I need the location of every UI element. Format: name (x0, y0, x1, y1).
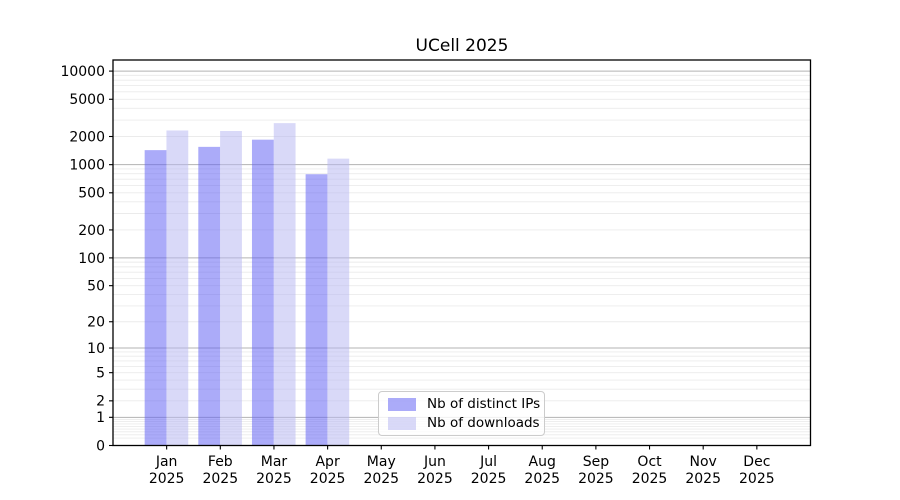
bar-distinct-ips-feb (198, 146, 221, 446)
y-tick-label: 5 (96, 366, 105, 382)
y-tick-label: 100 (78, 251, 105, 267)
x-tick-label-year: 2025 (202, 471, 238, 487)
y-tick-label: 10 (87, 341, 105, 357)
legend-item-downloads: Nb of downloads (388, 416, 540, 430)
y-tick-label: 1 (96, 410, 105, 426)
y-tick-label: 200 (78, 223, 105, 239)
x-tick-label-year: 2025 (417, 471, 453, 487)
x-tick-label-month: May (367, 454, 396, 470)
x-tick-label-month: Jul (479, 454, 497, 470)
legend: Nb of distinct IPs Nb of downloads (378, 391, 545, 436)
bar-downloads-mar (273, 123, 296, 446)
x-tick-label-year: 2025 (363, 471, 399, 487)
x-tick-label-month: Jan (155, 454, 178, 470)
x-tick-label-month: Oct (637, 454, 662, 470)
legend-label-distinct-ips: Nb of distinct IPs (427, 396, 541, 412)
x-tick-label-month: Aug (529, 454, 556, 470)
y-tick-label: 0 (96, 438, 105, 454)
x-tick-label-month: Feb (208, 454, 233, 470)
bar-distinct-ips-apr (305, 174, 328, 446)
x-tick-label-year: 2025 (471, 471, 507, 487)
x-tick-label-year: 2025 (149, 471, 185, 487)
x-tick-label-month: Nov (690, 454, 717, 470)
bar-distinct-ips-mar (251, 139, 274, 446)
plot-border (112, 59, 812, 447)
y-tick-label: 500 (78, 186, 105, 202)
x-tick-label-year: 2025 (256, 471, 292, 487)
y-tick-label: 2 (96, 394, 105, 410)
y-tick-label: 50 (87, 279, 105, 295)
y-tick-label: 2000 (69, 129, 105, 145)
legend-swatch-distinct-ips (388, 397, 416, 411)
y-tick-label: 5000 (69, 92, 105, 108)
legend-label-downloads: Nb of downloads (427, 415, 540, 431)
x-tick-label-year: 2025 (632, 471, 668, 487)
y-tick-label: 10000 (60, 64, 105, 80)
legend-swatch-downloads (388, 416, 416, 430)
bar-distinct-ips-jan (144, 150, 167, 446)
x-tick-label-year: 2025 (524, 471, 560, 487)
bar-downloads-jan (166, 130, 189, 446)
x-tick-label-year: 2025 (310, 471, 346, 487)
x-tick-label-month: Jun (423, 454, 446, 470)
x-tick-label-month: Dec (743, 454, 770, 470)
y-tick-label: 20 (87, 315, 105, 331)
y-tick-label: 1000 (69, 158, 105, 174)
x-tick-label-year: 2025 (685, 471, 721, 487)
x-tick-label-month: Apr (315, 454, 339, 470)
bar-downloads-feb (220, 131, 242, 446)
chart-title: UCell 2025 (415, 36, 509, 56)
bar-downloads-apr (327, 158, 350, 446)
legend-item-distinct-ips: Nb of distinct IPs (388, 397, 540, 411)
x-tick-label-month: Sep (583, 454, 610, 470)
x-tick-label-year: 2025 (578, 471, 614, 487)
x-tick-label-month: Mar (261, 454, 288, 470)
x-tick-label-year: 2025 (739, 471, 775, 487)
